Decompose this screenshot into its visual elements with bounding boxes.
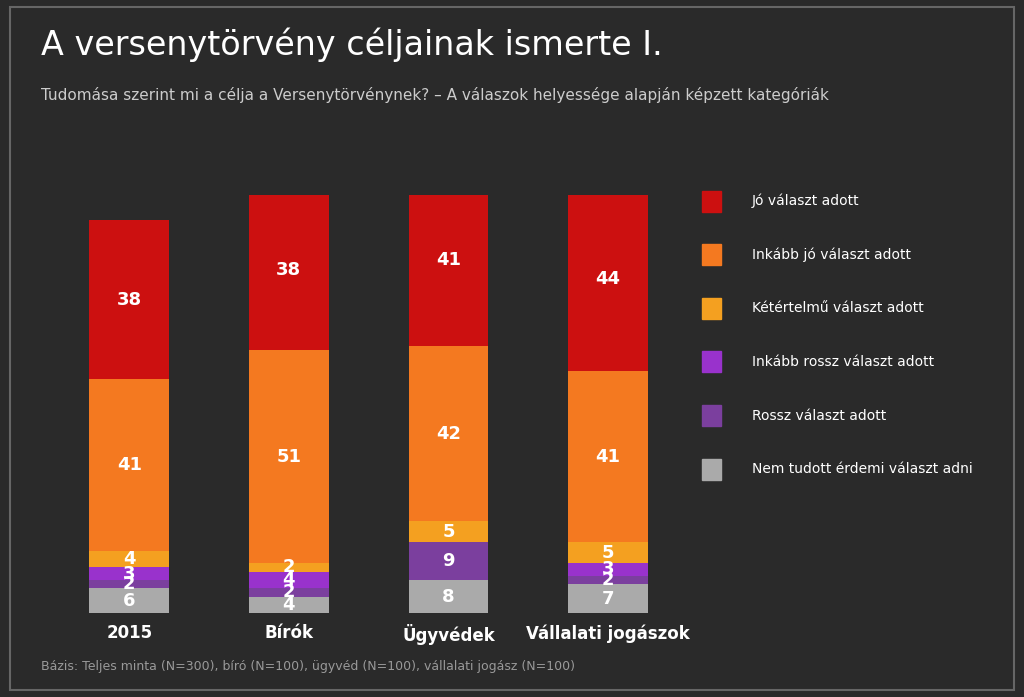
FancyBboxPatch shape: [702, 190, 721, 211]
Text: 6: 6: [123, 592, 135, 610]
Text: 2: 2: [602, 571, 614, 589]
Text: 5: 5: [442, 523, 455, 541]
Bar: [89, 580, 169, 588]
Text: 5: 5: [602, 544, 614, 562]
Bar: [89, 551, 169, 567]
Bar: [409, 542, 488, 580]
Text: Jó választ adott: Jó választ adott: [752, 194, 859, 208]
Text: Nem tudott érdemi választ adni: Nem tudott érdemi választ adni: [752, 462, 973, 476]
Bar: [249, 350, 329, 563]
Text: A versenytörvény céljainak ismerte I.: A versenytörvény céljainak ismerte I.: [41, 28, 663, 62]
Text: 38: 38: [117, 291, 142, 309]
Bar: [409, 580, 488, 613]
Bar: [409, 521, 488, 542]
FancyBboxPatch shape: [702, 244, 721, 265]
Text: Bázis: Teljes minta (N=300), bíró (N=100), ügyvéd (N=100), vállalati jogász (N=1: Bázis: Teljes minta (N=300), bíró (N=100…: [41, 659, 574, 673]
Text: 42: 42: [436, 424, 461, 443]
Text: 44: 44: [596, 270, 621, 288]
Bar: [249, 597, 329, 613]
Text: 9: 9: [442, 552, 455, 570]
Bar: [568, 576, 648, 584]
Bar: [568, 563, 648, 576]
Bar: [568, 542, 648, 563]
Bar: [89, 220, 169, 379]
Text: Inkább rossz választ adott: Inkább rossz választ adott: [752, 355, 934, 369]
Bar: [249, 588, 329, 597]
Text: Kétértelmű választ adott: Kétértelmű választ adott: [752, 301, 924, 315]
Bar: [568, 584, 648, 613]
Text: 2: 2: [283, 558, 295, 576]
FancyBboxPatch shape: [702, 298, 721, 319]
Text: 41: 41: [596, 447, 621, 466]
Bar: [409, 346, 488, 521]
Bar: [249, 563, 329, 572]
Text: 41: 41: [436, 251, 461, 269]
Text: Tudomása szerint mi a célja a Versenytörvénynek? – A válaszok helyessége alapján: Tudomása szerint mi a célja a Versenytör…: [41, 87, 828, 103]
Bar: [89, 588, 169, 613]
Text: 38: 38: [276, 261, 301, 279]
Text: 2: 2: [283, 583, 295, 602]
Bar: [409, 174, 488, 346]
Bar: [89, 379, 169, 551]
FancyBboxPatch shape: [702, 351, 721, 372]
FancyBboxPatch shape: [702, 459, 721, 480]
FancyBboxPatch shape: [702, 405, 721, 426]
Bar: [249, 191, 329, 350]
Text: 7: 7: [602, 590, 614, 608]
Text: 4: 4: [283, 596, 295, 614]
Text: Inkább jó választ adott: Inkább jó választ adott: [752, 247, 910, 262]
Text: 4: 4: [123, 550, 135, 568]
Text: 51: 51: [276, 447, 301, 466]
Bar: [249, 572, 329, 588]
Text: 4: 4: [283, 571, 295, 589]
Text: 3: 3: [123, 565, 135, 583]
Text: Rossz választ adott: Rossz választ adott: [752, 408, 886, 422]
Text: 2: 2: [123, 575, 135, 593]
Text: 41: 41: [117, 456, 141, 474]
Text: 3: 3: [602, 560, 614, 579]
Bar: [568, 371, 648, 542]
Bar: [89, 567, 169, 580]
Text: 8: 8: [442, 588, 455, 606]
Bar: [568, 187, 648, 371]
